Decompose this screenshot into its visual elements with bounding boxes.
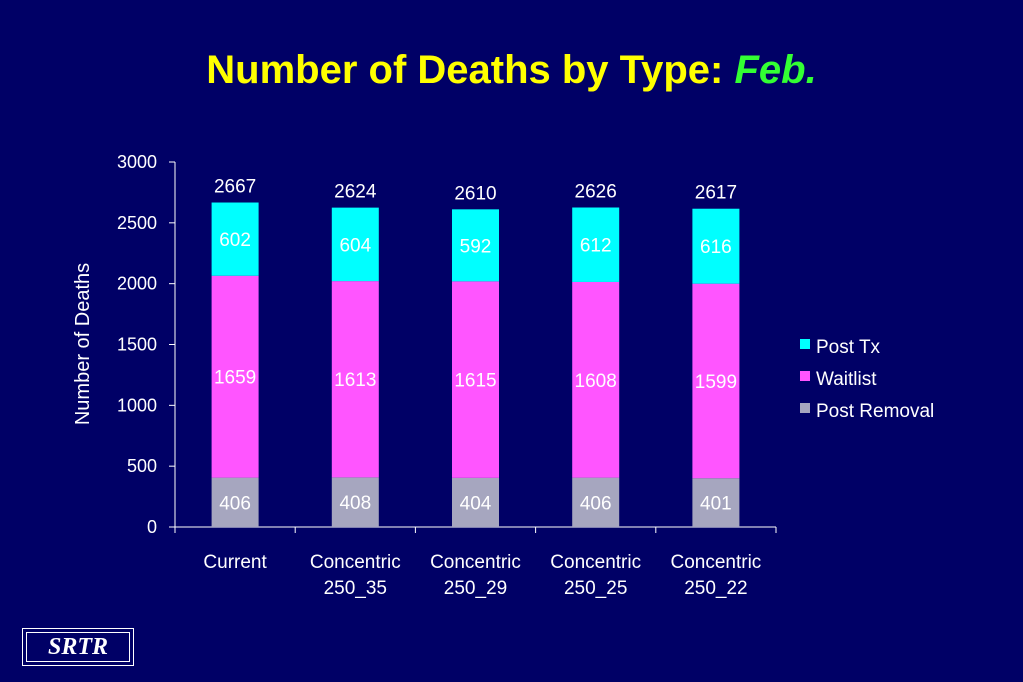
data-label: 612 xyxy=(580,236,612,257)
bar-segment-post-tx xyxy=(211,202,259,276)
legend-swatch xyxy=(800,339,810,349)
legend-label: Waitlist xyxy=(816,369,877,390)
chart-axes: 0 500 1000 1500 2000 2500 3000 Current Concentri… xyxy=(117,152,777,599)
bar-segment-waitlist xyxy=(572,281,620,478)
x-category-label: Current xyxy=(203,552,267,573)
y-tick-label: 3000 xyxy=(117,152,157,172)
legend-label: Post Tx xyxy=(816,337,881,358)
x-category-label: Concentric 250_29 xyxy=(430,552,521,599)
data-label: 1659 xyxy=(214,368,256,389)
bar-segment-post-tx xyxy=(692,208,740,284)
bar-segment-post-removal xyxy=(452,477,499,527)
slide-title: Number of Deaths by Type: Feb. xyxy=(0,48,1023,93)
bar-segment-waitlist xyxy=(692,283,740,479)
data-label: 1613 xyxy=(334,370,376,391)
data-label: 406 xyxy=(219,493,251,514)
data-label: 408 xyxy=(339,493,371,514)
y-tick-label: 1500 xyxy=(117,335,157,355)
data-label: 406 xyxy=(580,493,612,514)
title-main: Number of Deaths by Type: xyxy=(206,48,735,92)
y-tick-label: 2000 xyxy=(117,274,157,294)
bar-segment-waitlist xyxy=(211,275,259,478)
legend-swatch xyxy=(800,371,810,381)
y-tick-label: 0 xyxy=(147,517,157,537)
total-label: 2610 xyxy=(454,183,496,204)
legend-label: Post Removal xyxy=(816,401,934,422)
data-label: 404 xyxy=(460,493,492,514)
x-category-label: Concentric 250_22 xyxy=(670,552,761,599)
data-label: 1615 xyxy=(454,371,496,392)
total-label: 2667 xyxy=(214,177,256,198)
x-category-label: Concentric 250_35 xyxy=(310,552,401,599)
total-label: 2624 xyxy=(334,182,377,203)
bar-segment-waitlist xyxy=(452,281,499,478)
bar-segment-post-removal xyxy=(692,478,740,527)
data-label: 604 xyxy=(339,235,371,256)
y-axis-label: Number of Deaths xyxy=(72,263,94,425)
bar-segment-waitlist xyxy=(331,281,379,478)
data-label: 616 xyxy=(700,237,732,258)
data-label: 1608 xyxy=(575,371,617,392)
title-emphasis: Feb. xyxy=(734,48,817,92)
data-label: 602 xyxy=(219,230,251,251)
legend-swatch xyxy=(800,403,810,413)
srtr-logo: SRTR xyxy=(22,628,134,666)
x-category-label: Concentric 250_25 xyxy=(550,552,641,599)
bar-segment-post-removal xyxy=(331,477,379,527)
data-label: 401 xyxy=(700,494,732,515)
bar-segment-post-removal xyxy=(572,477,620,527)
bar-segment-post-removal xyxy=(211,477,259,527)
y-tick-label: 500 xyxy=(127,456,157,476)
data-label: 592 xyxy=(460,236,492,257)
chart-bars: 406 1659 602 2667 408 1613 604 2624 404 1615 592 26… xyxy=(211,177,740,527)
y-tick-label: 1000 xyxy=(117,395,157,415)
bar-segment-post-tx xyxy=(452,209,499,282)
total-label: 2617 xyxy=(695,183,737,204)
bar-segment-post-tx xyxy=(331,207,379,282)
chart-legend: Post Tx Waitlist Post Removal xyxy=(800,337,934,422)
y-tick-label: 2500 xyxy=(117,213,157,233)
bar-segment-post-tx xyxy=(572,207,620,282)
data-label: 1599 xyxy=(695,372,737,393)
total-label: 2626 xyxy=(575,182,617,203)
